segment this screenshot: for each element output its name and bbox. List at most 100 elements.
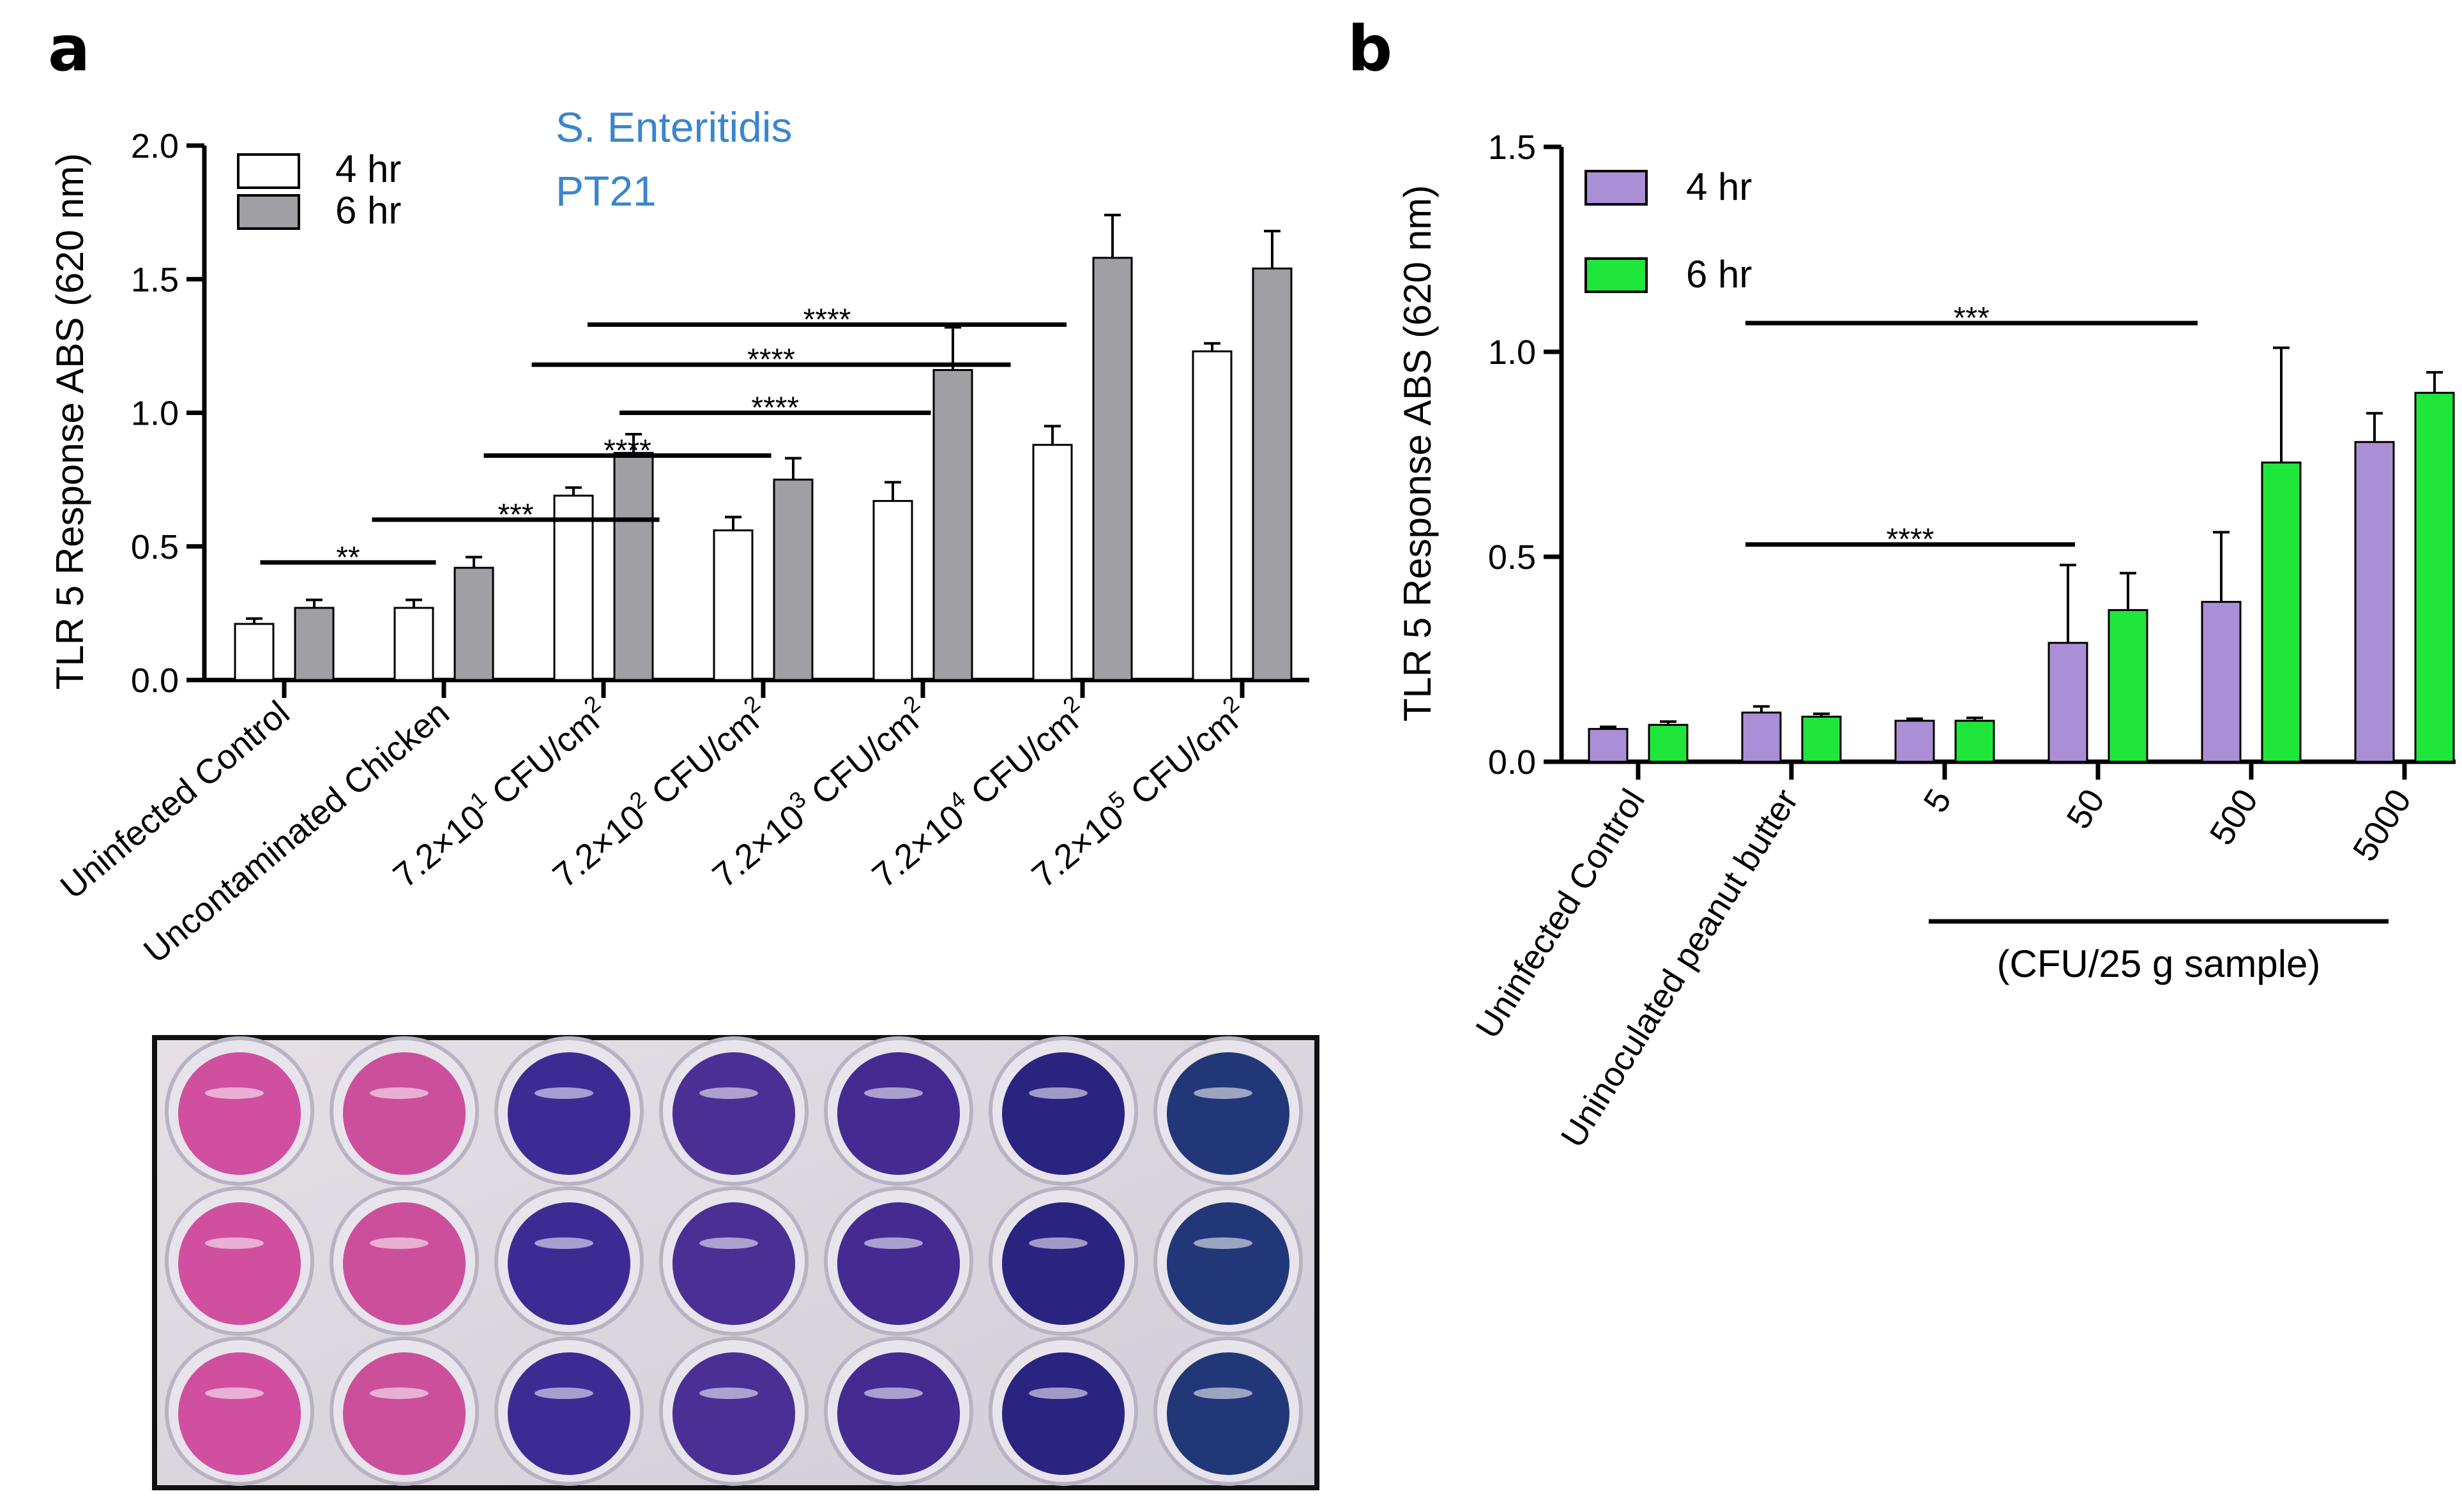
category-label: Uncontaminated Chicken: [137, 693, 457, 971]
well-plate-photo: [152, 1035, 1319, 1490]
plate-well-highlight: [699, 1387, 758, 1399]
bar-6hr: [2414, 391, 2455, 763]
panel-a-ylabel: TLR 5 Response ABS (620 nm): [49, 153, 91, 690]
bar-6hr: [1954, 720, 1995, 763]
plate-well: [1002, 1352, 1125, 1475]
bar-4hr: [1588, 728, 1629, 763]
plate-well-highlight: [864, 1387, 923, 1399]
plate-well-highlight: [699, 1087, 758, 1099]
legend-label-6hr-b: 6 hr: [1686, 253, 1752, 296]
bar-6hr: [1648, 723, 1689, 763]
legend-swatch-4hr-b: [1584, 170, 1648, 206]
significance-stars: ****: [751, 391, 799, 425]
bar-6hr: [2261, 461, 2302, 763]
bar-4hr: [2201, 601, 2242, 763]
panel-b-y-axis: 0.0 0.5 1.0 1.5: [1488, 128, 1564, 782]
y-tick-label: 2.0: [131, 127, 179, 165]
plate-well-highlight: [370, 1237, 429, 1249]
panel-b-legend: 4 hr 6 hr: [1584, 165, 1752, 296]
panel-a-chart: TLR 5 Response ABS (620 nm) 0.0 0.5 1.0 1.5…: [49, 103, 1309, 971]
plate-well: [672, 1052, 795, 1175]
plate-well: [1167, 1352, 1289, 1475]
panel-a-y-axis: 0.0 0.5 1.0 1.5 2.0: [131, 127, 207, 700]
bar-6hr: [932, 369, 973, 681]
bar-4hr: [713, 529, 754, 681]
plate-well-highlight: [535, 1387, 593, 1399]
bar-6hr: [773, 478, 814, 681]
legend-label-6hr: 6 hr: [335, 189, 401, 232]
plate-well: [508, 1052, 630, 1175]
plate-well-highlight: [1194, 1387, 1252, 1399]
plate-well: [508, 1202, 630, 1325]
plate-well-highlight: [370, 1087, 429, 1099]
bar-4hr: [1894, 720, 1935, 763]
y-tick-label: 1.5: [131, 261, 179, 299]
plate-well: [837, 1052, 960, 1175]
significance-stars: ****: [803, 303, 851, 336]
panel-a-x-axis: [204, 677, 1309, 698]
panel-b-significance: *******: [1745, 301, 2198, 557]
plate-well: [178, 1052, 301, 1175]
significance-stars: ***: [498, 498, 533, 532]
category-label: Uninfected Control: [1468, 783, 1652, 1045]
plate-well: [1002, 1202, 1125, 1325]
legend-swatch-6hr: [237, 194, 300, 230]
plate-well: [837, 1352, 960, 1475]
panel-b-chart: TLR 5 Response ABS (620 nm) 0.0 0.5 1.0 1.5…: [1396, 128, 2456, 1154]
panel-a-legend: 4 hr 6 hr: [237, 147, 401, 232]
panel-b-x-axis: [1562, 759, 2456, 780]
legend-label-4hr-b: 4 hr: [1686, 165, 1752, 208]
plate-well: [837, 1202, 960, 1325]
panel-a-letter: a: [48, 13, 90, 86]
y-tick-label: 0.5: [1488, 538, 1536, 577]
plate-well: [343, 1352, 466, 1475]
plate-well: [1167, 1202, 1289, 1325]
panel-b-letter: b: [1348, 13, 1392, 86]
y-tick-label: 0.5: [131, 528, 179, 566]
plate-wells: [165, 1036, 1303, 1486]
legend-swatch-6hr-b: [1584, 257, 1648, 293]
category-label: 50: [2059, 783, 2112, 836]
significance-stars: ****: [604, 434, 651, 467]
significance-stars: ****: [1887, 523, 1934, 557]
cfu-group-label: (CFU/25 g sample): [1997, 942, 2321, 985]
plate-well-highlight: [205, 1087, 264, 1099]
bar-4hr: [1192, 350, 1233, 681]
bar-4hr: [553, 494, 594, 681]
category-label: 5000: [2346, 783, 2419, 868]
plate-well-highlight: [699, 1237, 758, 1249]
plate-well-highlight: [1029, 1237, 1088, 1249]
significance-stars: ****: [747, 343, 795, 377]
y-tick-label: 0.0: [1488, 743, 1536, 782]
plate-well: [343, 1202, 466, 1325]
bar-4hr: [393, 607, 434, 681]
plate-well-highlight: [864, 1087, 923, 1099]
legend-swatch-4hr: [237, 153, 300, 189]
panel-a-bars: [234, 213, 1293, 681]
bar-4hr: [1741, 711, 1782, 763]
plate-well: [178, 1202, 301, 1325]
category-label: 5: [1916, 783, 1959, 819]
bar-6hr: [294, 607, 335, 681]
plate-well: [343, 1052, 466, 1175]
plate-well-highlight: [1029, 1387, 1088, 1399]
y-tick-label: 1.0: [1488, 333, 1536, 372]
plate-well-highlight: [864, 1237, 923, 1249]
plate-well-highlight: [1029, 1087, 1088, 1099]
plate-well-highlight: [205, 1237, 264, 1249]
bar-6hr: [2108, 609, 2148, 763]
plate-well: [508, 1352, 630, 1475]
plate-well: [178, 1352, 301, 1475]
bar-6hr: [1252, 268, 1293, 681]
bar-6hr: [1092, 257, 1133, 681]
bar-4hr: [2354, 441, 2395, 763]
y-tick-label: 1.0: [131, 395, 179, 433]
y-tick-label: 1.5: [1488, 128, 1536, 167]
panel-b-ylabel: TLR 5 Response ABS (620 nm): [1396, 185, 1439, 722]
panel-b-bars: [1588, 346, 2455, 763]
plate-well: [1167, 1052, 1289, 1175]
plate-well: [672, 1202, 795, 1325]
panel-a-annotation-line1: S. Enteritidis: [556, 103, 792, 151]
bar-6hr: [453, 566, 494, 681]
